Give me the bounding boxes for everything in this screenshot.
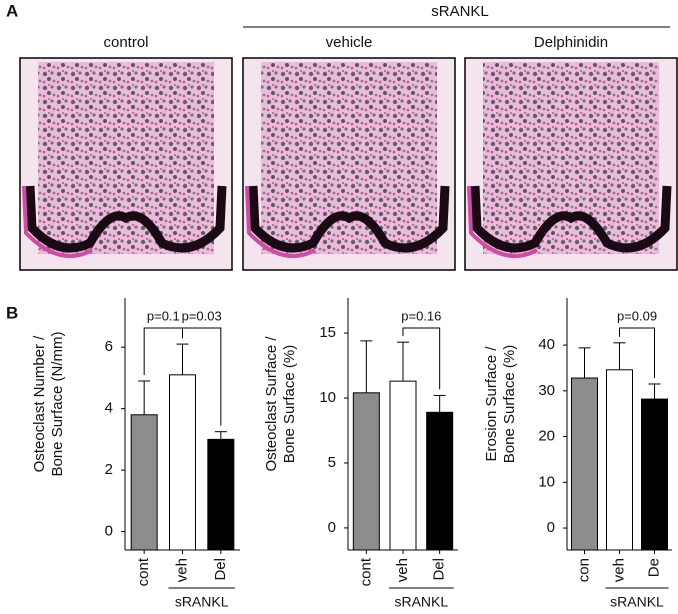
growth-plate <box>248 185 450 253</box>
x-tick-label: cont <box>135 557 152 586</box>
p-value: p=0.03 <box>182 308 222 323</box>
x-tick-label: veh <box>610 558 627 582</box>
y-tick-label: 5 <box>328 454 336 471</box>
significance-bracket <box>402 327 441 390</box>
group-label: sRANKL <box>394 594 448 610</box>
bar <box>571 377 598 551</box>
bar <box>606 369 633 551</box>
p-value: p=0.16 <box>401 308 441 323</box>
significance-bracket <box>182 327 222 426</box>
x-tick-label: De <box>645 558 662 577</box>
y-tick-label: 0 <box>328 519 336 536</box>
cartilage <box>245 185 316 259</box>
x-tick-label: Del <box>431 558 448 581</box>
group-label: sRANKL <box>175 594 229 610</box>
growth-plate <box>25 185 227 253</box>
p-value: p=0.1 <box>147 308 180 323</box>
significance-bracket <box>143 327 183 375</box>
y-axis-label: Bone Surface (%) <box>501 345 518 463</box>
y-tick-label: 20 <box>538 428 555 445</box>
x-tick-label: Del <box>212 558 229 581</box>
bar <box>169 374 196 551</box>
significance-bracket <box>619 327 655 378</box>
y-axis-label: Bone Surface (%) <box>281 345 298 463</box>
y-tick-label: 15 <box>319 324 336 341</box>
image-title: vehicle <box>326 34 373 51</box>
cartilage <box>22 185 93 259</box>
bar <box>641 398 668 551</box>
bone-tissue <box>38 62 214 254</box>
group-label: sRANKL <box>610 594 664 610</box>
bone-tissue <box>261 62 437 254</box>
y-tick-label: 30 <box>538 382 555 399</box>
panel-label: A <box>6 1 18 20</box>
bar <box>426 411 454 551</box>
y-tick-label: 10 <box>538 473 555 490</box>
bar <box>130 414 158 551</box>
image-title: control <box>103 34 148 51</box>
x-tick-label: con <box>575 558 592 582</box>
growth-plate <box>470 185 672 253</box>
image-border <box>464 57 678 271</box>
x-tick-label: cont <box>357 557 374 586</box>
y-tick-label: 6 <box>105 338 113 355</box>
bone-tissue <box>483 62 659 254</box>
y-axis-label: Erosion Surface / <box>483 346 500 462</box>
panel-label: B <box>6 303 18 322</box>
bar <box>389 380 417 551</box>
y-tick-label: 2 <box>105 461 113 478</box>
p-value: p=0.09 <box>617 308 657 323</box>
y-tick-label: 0 <box>105 523 113 540</box>
image-border <box>242 57 456 271</box>
cartilage <box>467 185 538 259</box>
image-border <box>19 57 233 271</box>
y-tick-label: 0 <box>547 519 555 536</box>
y-tick-label: 40 <box>538 336 555 353</box>
y-axis-label: Osteoclast Surface / <box>263 336 280 472</box>
y-axis-label: Bone Surface (N/mm) <box>49 331 66 476</box>
image-title: Delphinidin <box>534 34 608 51</box>
x-tick-label: veh <box>173 558 190 582</box>
y-tick-label: 4 <box>105 400 113 417</box>
y-tick-label: 10 <box>319 389 336 406</box>
bar <box>352 392 380 551</box>
bar <box>207 438 235 551</box>
x-tick-label: veh <box>394 558 411 582</box>
y-axis-label: Osteoclast Number / <box>31 335 48 473</box>
group-label: sRANKL <box>431 3 489 20</box>
